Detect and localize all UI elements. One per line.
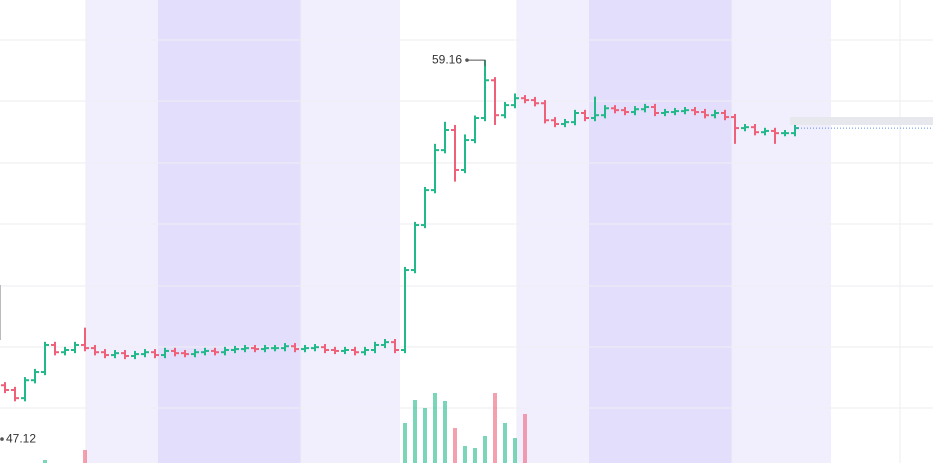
volume-bar: [433, 393, 437, 463]
volume-bar: [493, 393, 497, 463]
session-band: [589, 0, 732, 463]
high-marker-label: 59.16: [432, 52, 462, 66]
volume-bar: [403, 423, 407, 463]
high-marker-dot: [465, 58, 469, 62]
volume-bar: [503, 423, 507, 463]
volume-bar: [473, 448, 477, 463]
volume-bar: [513, 438, 517, 463]
volume-bar: [483, 436, 487, 463]
low-marker-label: 47.12: [6, 431, 36, 445]
volume-bar: [443, 401, 447, 463]
high-marker-leader: [467, 59, 486, 67]
volume-bar: [463, 446, 467, 463]
session-shading: [86, 0, 831, 463]
volume-bar: [43, 460, 47, 463]
volume-bar: [423, 408, 427, 463]
session-band: [158, 0, 301, 463]
volume-bar: [83, 450, 87, 463]
volume-bar: [453, 428, 457, 463]
price-range-band: [790, 117, 933, 125]
volume-bar: [523, 414, 527, 463]
volume-bar: [413, 400, 417, 463]
low-marker-dot: [0, 437, 4, 441]
